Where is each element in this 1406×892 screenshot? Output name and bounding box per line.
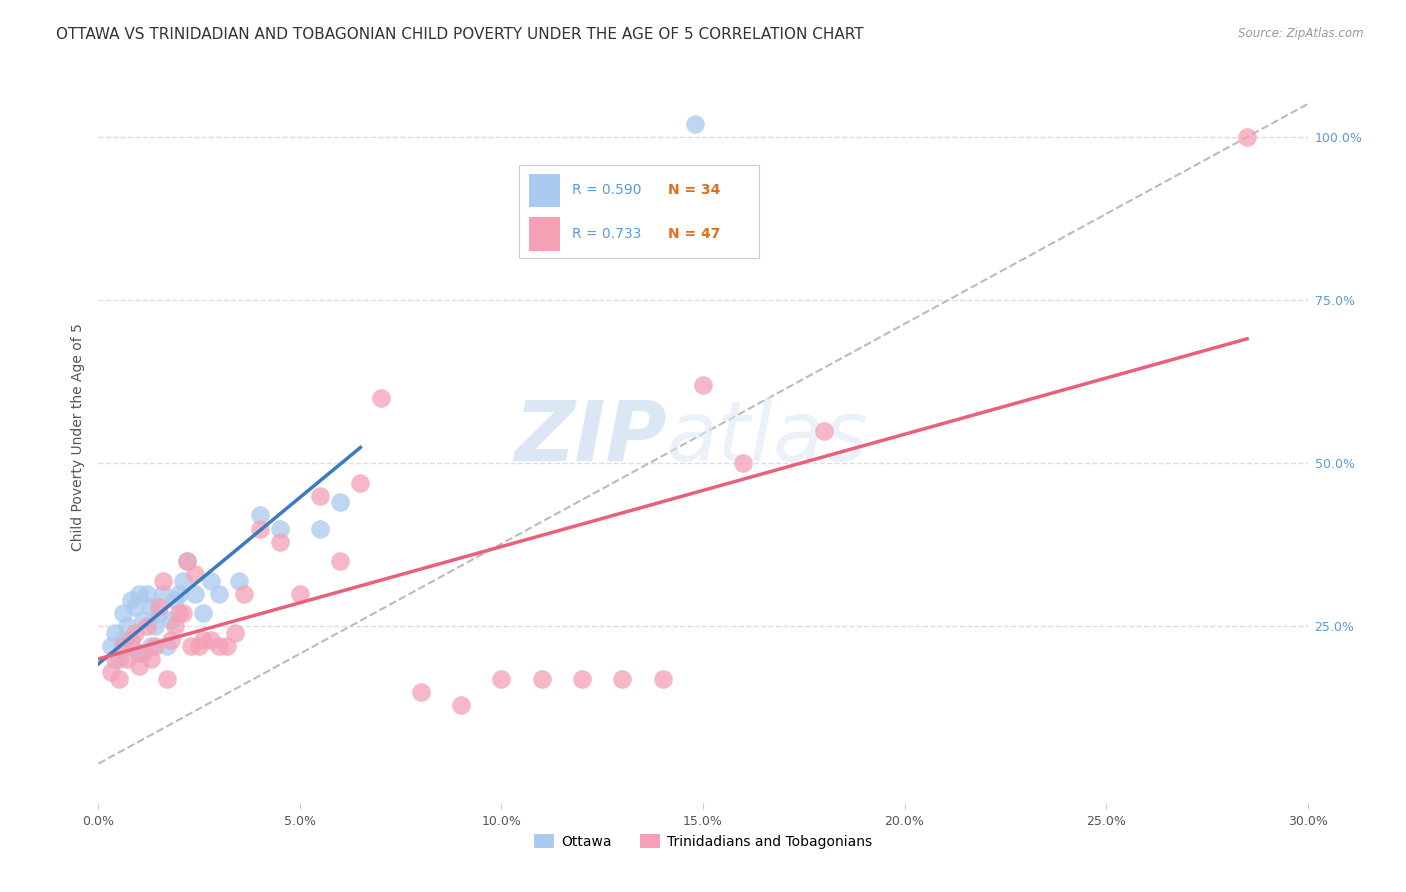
Point xyxy=(139,599,162,614)
Point xyxy=(683,117,706,131)
Point xyxy=(163,619,186,633)
Point xyxy=(115,652,138,666)
Point xyxy=(571,672,593,686)
Point xyxy=(176,554,198,568)
Text: atlas: atlas xyxy=(666,397,869,477)
Point xyxy=(143,619,166,633)
Point xyxy=(530,672,553,686)
Point xyxy=(103,652,125,666)
Point xyxy=(120,593,142,607)
Point xyxy=(115,619,138,633)
Point xyxy=(139,652,162,666)
Point xyxy=(176,554,198,568)
Point xyxy=(160,632,183,647)
Point xyxy=(120,632,142,647)
Point xyxy=(156,672,179,686)
Point xyxy=(120,639,142,653)
Y-axis label: Child Poverty Under the Age of 5: Child Poverty Under the Age of 5 xyxy=(70,323,84,551)
Point xyxy=(135,619,157,633)
Point xyxy=(184,567,207,582)
Point xyxy=(103,626,125,640)
Point xyxy=(172,607,194,621)
Point xyxy=(184,587,207,601)
Point xyxy=(132,613,155,627)
Point xyxy=(349,475,371,490)
Point xyxy=(612,672,634,686)
Bar xyxy=(529,174,560,207)
Point xyxy=(329,554,352,568)
Point xyxy=(152,574,174,588)
Point xyxy=(200,632,222,647)
Point xyxy=(139,639,162,653)
Point xyxy=(111,639,134,653)
Point xyxy=(193,607,215,621)
Point xyxy=(200,574,222,588)
Text: ZIP: ZIP xyxy=(515,397,666,477)
Text: N = 34: N = 34 xyxy=(668,184,720,197)
Point xyxy=(813,424,835,438)
Point xyxy=(107,652,129,666)
Point xyxy=(111,632,134,647)
Point xyxy=(167,587,190,601)
Point xyxy=(249,508,271,523)
Point xyxy=(111,607,134,621)
Point xyxy=(107,672,129,686)
Point xyxy=(148,599,170,614)
Point xyxy=(143,639,166,653)
Point xyxy=(100,665,122,680)
Point xyxy=(309,489,332,503)
Point xyxy=(208,587,231,601)
Point xyxy=(180,639,202,653)
Text: N = 47: N = 47 xyxy=(668,227,720,241)
Point xyxy=(733,456,755,470)
Point xyxy=(163,593,186,607)
Point xyxy=(148,607,170,621)
Point xyxy=(188,639,211,653)
Text: Source: ZipAtlas.com: Source: ZipAtlas.com xyxy=(1239,27,1364,40)
Point xyxy=(370,391,392,405)
Point xyxy=(224,626,246,640)
Point xyxy=(269,521,291,535)
Point xyxy=(288,587,311,601)
Point xyxy=(1236,129,1258,144)
Point xyxy=(208,639,231,653)
Point xyxy=(269,534,291,549)
Point xyxy=(132,646,155,660)
Point xyxy=(309,521,332,535)
Point xyxy=(124,599,146,614)
Point xyxy=(329,495,352,509)
Point xyxy=(167,607,190,621)
Point xyxy=(172,574,194,588)
Point xyxy=(156,639,179,653)
Point xyxy=(193,632,215,647)
Point xyxy=(160,613,183,627)
Point xyxy=(228,574,250,588)
Point xyxy=(450,698,472,712)
Point xyxy=(692,377,714,392)
Text: R = 0.733: R = 0.733 xyxy=(572,227,641,241)
Point xyxy=(651,672,673,686)
Point xyxy=(409,685,432,699)
Point xyxy=(249,521,271,535)
Point xyxy=(217,639,239,653)
Point xyxy=(100,639,122,653)
Point xyxy=(491,672,513,686)
Point xyxy=(128,587,150,601)
Point xyxy=(152,587,174,601)
Point xyxy=(232,587,254,601)
Text: R = 0.590: R = 0.590 xyxy=(572,184,641,197)
Legend: Ottawa, Trinidadians and Tobagonians: Ottawa, Trinidadians and Tobagonians xyxy=(529,829,877,855)
Point xyxy=(128,646,150,660)
Point xyxy=(135,587,157,601)
Bar xyxy=(529,218,560,251)
Point xyxy=(124,626,146,640)
Point xyxy=(128,658,150,673)
Text: OTTAWA VS TRINIDADIAN AND TOBAGONIAN CHILD POVERTY UNDER THE AGE OF 5 CORRELATIO: OTTAWA VS TRINIDADIAN AND TOBAGONIAN CHI… xyxy=(56,27,863,42)
